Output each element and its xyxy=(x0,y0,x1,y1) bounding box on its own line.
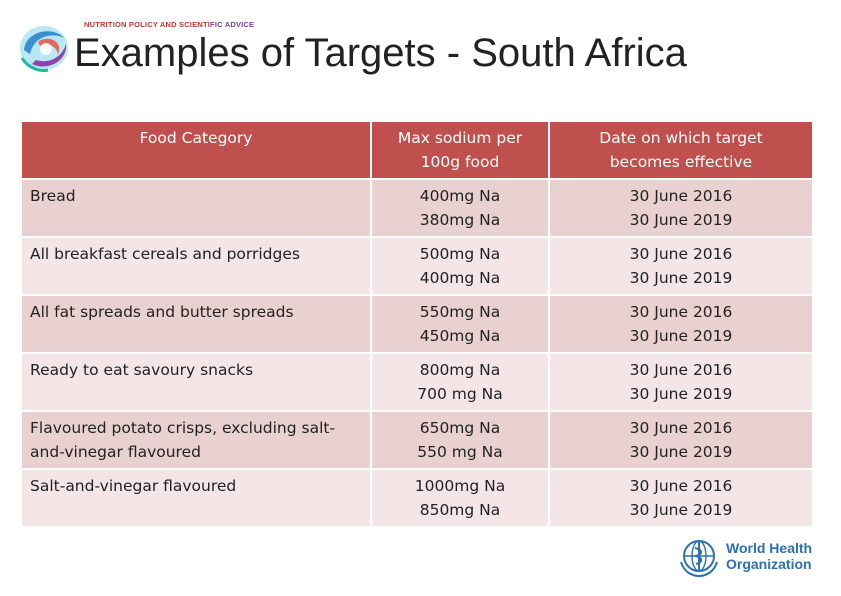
logo-text: NUTRITION POLICY AND SCIENTIFIC ADVICE xyxy=(84,20,254,29)
sodium-cell: 550mg Na 450mg Na xyxy=(371,295,550,354)
date-cell: 30 June 2016 30 June 2019 xyxy=(549,179,814,238)
sodium-targets-table: Food Category Max sodium per 100g food Da… xyxy=(22,122,814,528)
date-cell: 30 June 2016 30 June 2019 xyxy=(549,237,814,296)
category-cell: Bread xyxy=(22,179,372,238)
header-food-category: Food Category xyxy=(22,122,372,180)
header-max-sodium: Max sodium per 100g food xyxy=(371,122,550,180)
who-emblem-icon xyxy=(680,540,718,578)
category-cell: All fat spreads and butter spreads xyxy=(22,295,372,354)
table-row: Salt-and-vinegar flavoured 1000mg Na 850m… xyxy=(22,469,814,528)
sodium-cell: 800mg Na 700 mg Na xyxy=(371,353,550,412)
who-logo: World Health Organization xyxy=(678,536,818,578)
table-row: All breakfast cereals and porridges 500m… xyxy=(22,237,814,296)
sodium-cell: 650mg Na 550 mg Na xyxy=(371,411,550,470)
table-row: Flavoured potato crisps, excluding salt-… xyxy=(22,411,814,470)
table-row: All fat spreads and butter spreads 550mg… xyxy=(22,295,814,354)
logo-text-red: NUTRITION POLICY AND SCIENTI xyxy=(84,20,211,29)
nutrition-swirl-logo-icon xyxy=(20,26,68,72)
table-row: Bread 400mg Na 380mg Na 30 June 2016 30 Ju… xyxy=(22,179,814,238)
nutrition-policy-logo: NUTRITION POLICY AND SCIENTIFIC ADVICE xyxy=(18,16,298,78)
who-line-1: World Health xyxy=(726,540,813,556)
page-title: Examples of Targets - South Africa xyxy=(74,31,687,75)
table-header-row: Food Category Max sodium per 100g food Da… xyxy=(22,122,814,180)
date-cell: 30 June 2016 30 June 2019 xyxy=(549,295,814,354)
date-cell: 30 June 2016 30 June 2019 xyxy=(549,353,814,412)
category-cell: All breakfast cereals and porridges xyxy=(22,237,372,296)
sodium-cell: 400mg Na 380mg Na xyxy=(371,179,550,238)
header-effective-date: Date on which target becomes effective xyxy=(549,122,814,180)
category-cell: Ready to eat savoury snacks xyxy=(22,353,372,412)
logo-text-purple: FIC ADVICE xyxy=(210,20,255,29)
sodium-cell: 1000mg Na 850mg Na xyxy=(371,469,550,528)
table-row: Ready to eat savoury snacks 800mg Na 700 … xyxy=(22,353,814,412)
sodium-cell: 500mg Na 400mg Na xyxy=(371,237,550,296)
category-cell: Flavoured potato crisps, excluding salt-… xyxy=(22,411,372,470)
who-text: World Health Organization xyxy=(726,540,812,572)
date-cell: 30 June 2016 30 June 2019 xyxy=(549,411,814,470)
date-cell: 30 June 2016 30 June 2019 xyxy=(549,469,814,528)
category-cell: Salt-and-vinegar flavoured xyxy=(22,469,372,528)
who-line-2: Organization xyxy=(726,556,812,572)
